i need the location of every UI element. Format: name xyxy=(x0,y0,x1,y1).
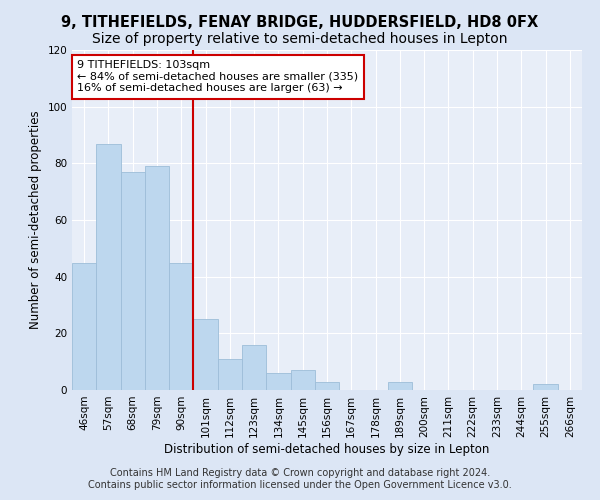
Bar xyxy=(266,373,290,390)
Bar xyxy=(96,144,121,390)
Text: 9 TITHEFIELDS: 103sqm
← 84% of semi-detached houses are smaller (335)
16% of sem: 9 TITHEFIELDS: 103sqm ← 84% of semi-deta… xyxy=(77,60,358,94)
Bar xyxy=(193,319,218,390)
Bar xyxy=(242,344,266,390)
Bar xyxy=(169,262,193,390)
Bar xyxy=(121,172,145,390)
Text: 9, TITHEFIELDS, FENAY BRIDGE, HUDDERSFIELD, HD8 0FX: 9, TITHEFIELDS, FENAY BRIDGE, HUDDERSFIE… xyxy=(61,15,539,30)
Bar xyxy=(533,384,558,390)
Text: Contains HM Land Registry data © Crown copyright and database right 2024.
Contai: Contains HM Land Registry data © Crown c… xyxy=(88,468,512,490)
Bar xyxy=(315,382,339,390)
Bar xyxy=(218,359,242,390)
Bar xyxy=(72,262,96,390)
Bar xyxy=(388,382,412,390)
Text: Size of property relative to semi-detached houses in Lepton: Size of property relative to semi-detach… xyxy=(92,32,508,46)
Y-axis label: Number of semi-detached properties: Number of semi-detached properties xyxy=(29,110,42,330)
Bar xyxy=(145,166,169,390)
Bar xyxy=(290,370,315,390)
X-axis label: Distribution of semi-detached houses by size in Lepton: Distribution of semi-detached houses by … xyxy=(164,442,490,456)
